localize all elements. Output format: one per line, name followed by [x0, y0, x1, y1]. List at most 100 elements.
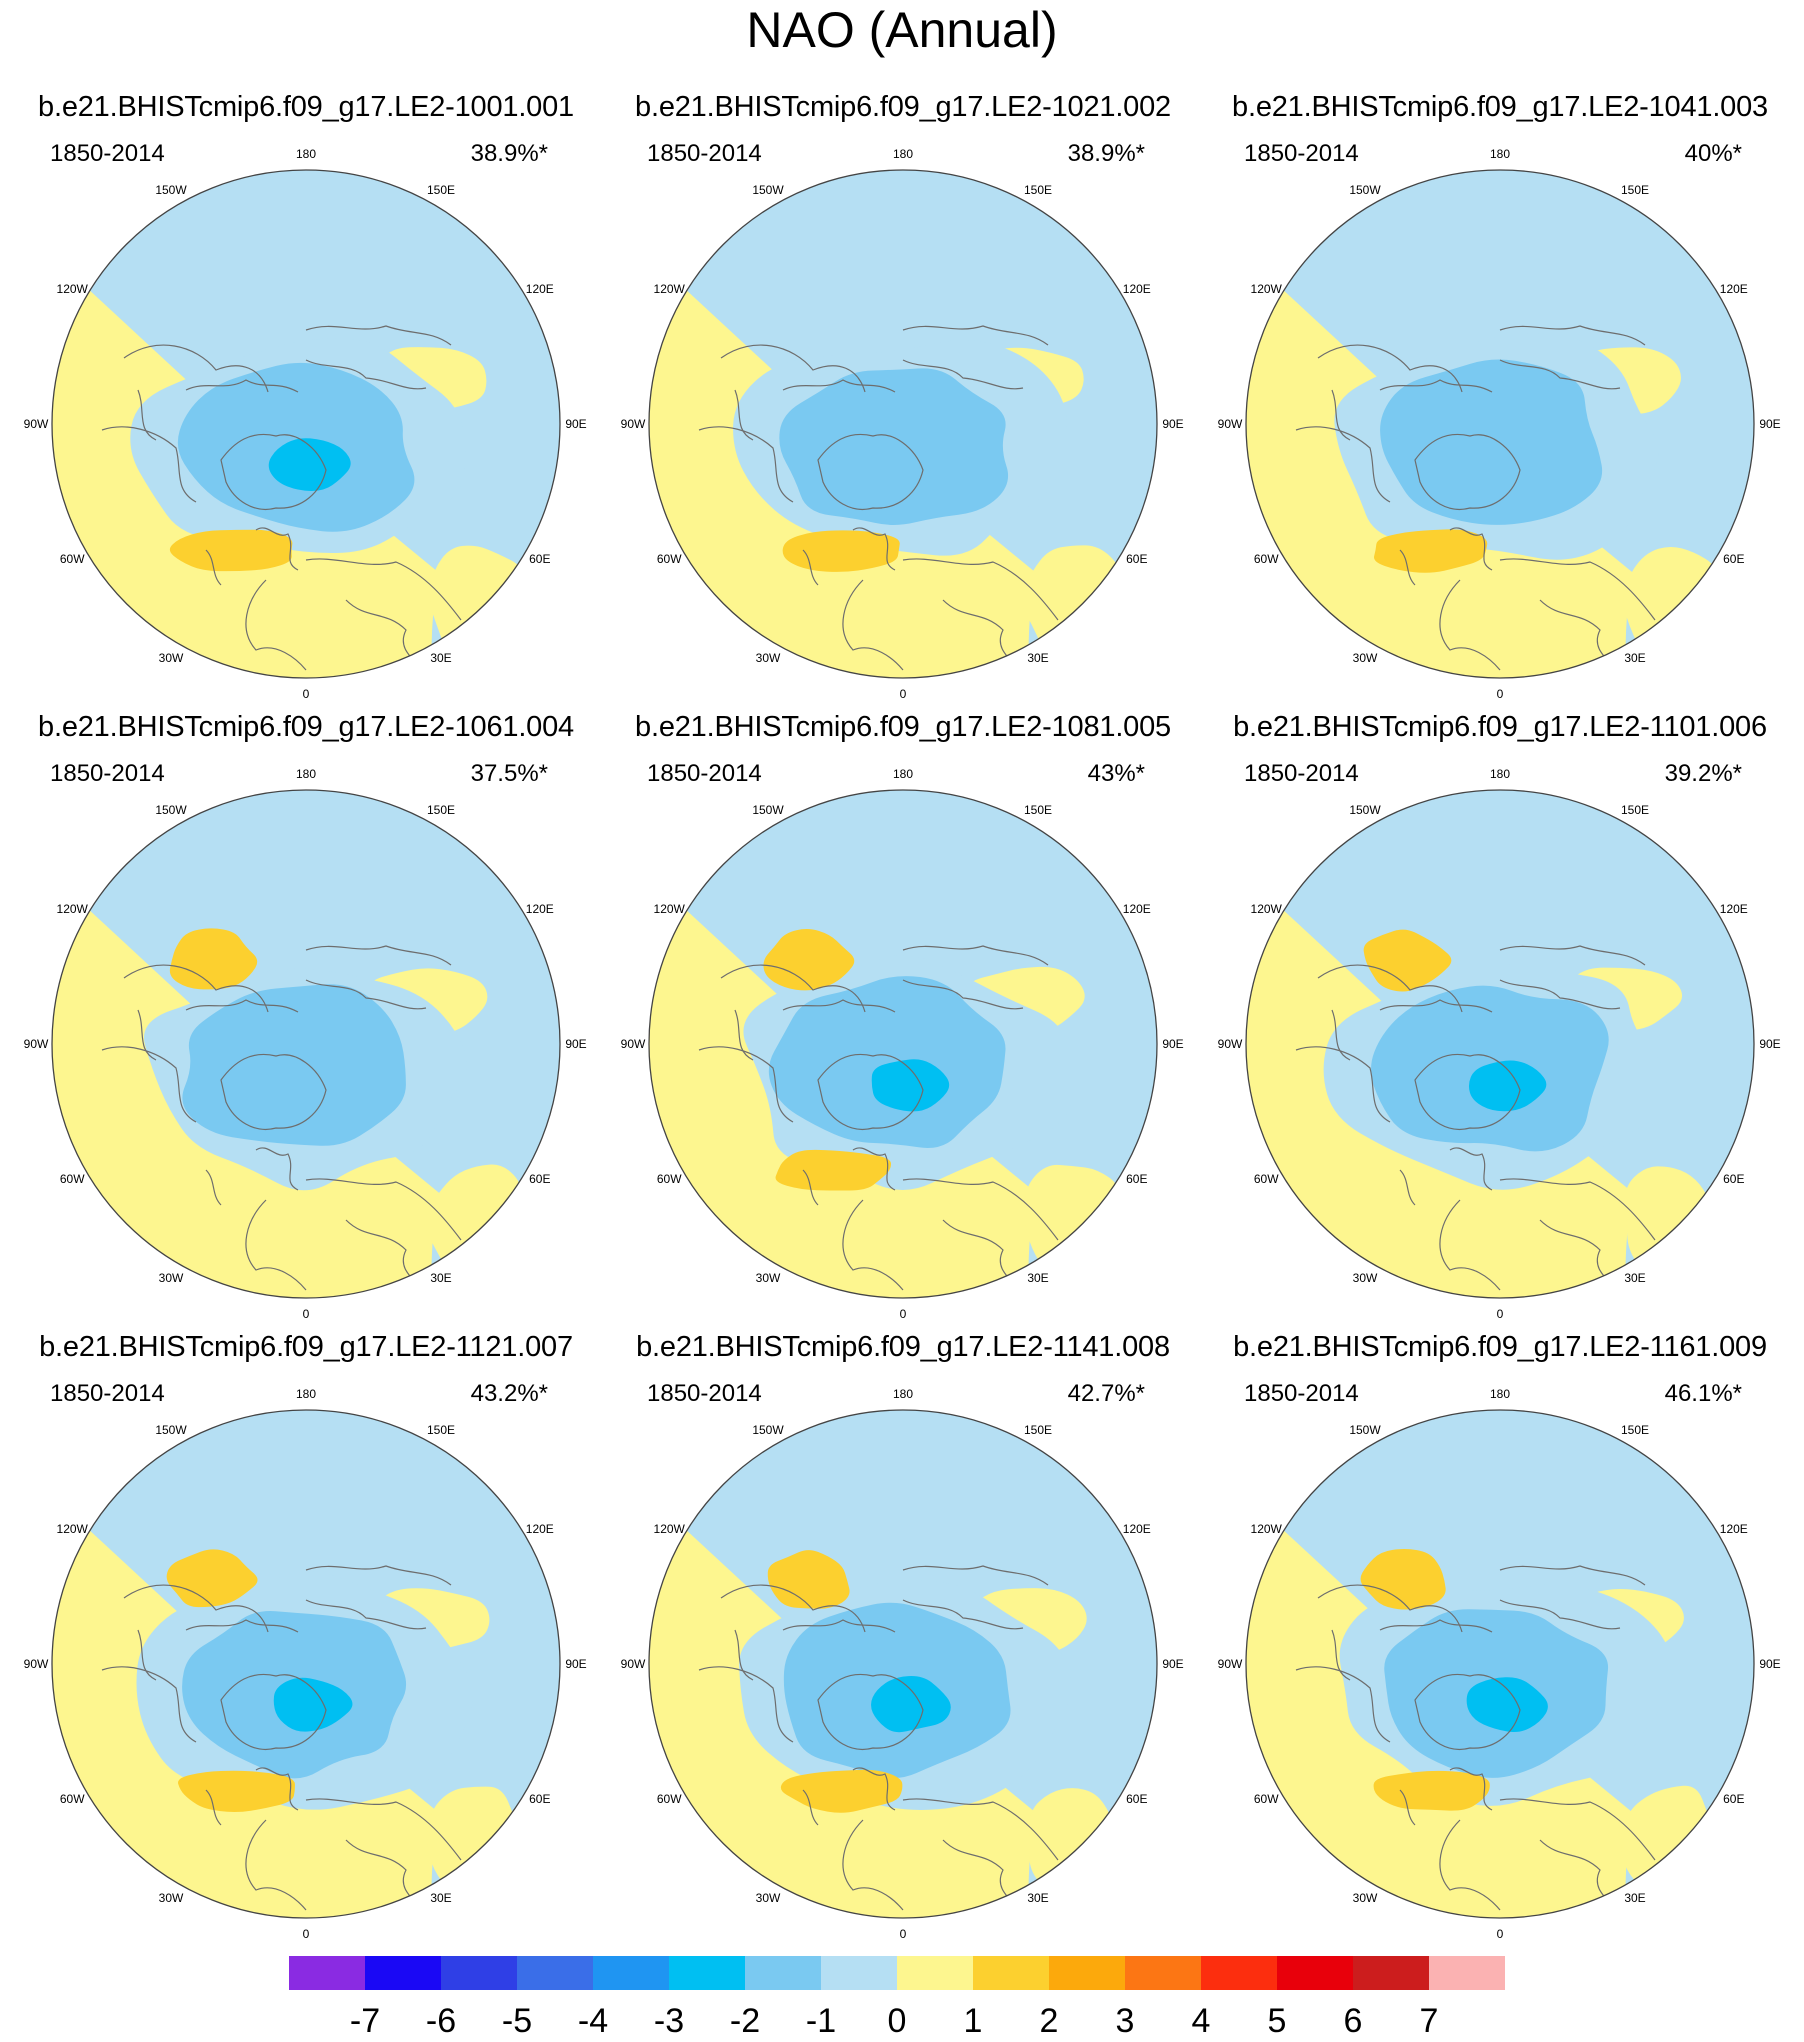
coastline	[802, 1169, 819, 1206]
longitude-label: 30W	[159, 1891, 184, 1905]
longitude-label: 90E	[1759, 1657, 1780, 1671]
longitude-label: 60W	[657, 1172, 682, 1186]
longitude-label: 30W	[1353, 651, 1378, 665]
coastline	[185, 999, 299, 1013]
longitude-label: 60E	[1723, 552, 1744, 566]
coastline	[1449, 527, 1493, 571]
colorbar-tick-label: -6	[426, 2002, 456, 2040]
coastline	[902, 1178, 1059, 1241]
coastline	[220, 433, 327, 510]
colorbar-box	[1125, 1956, 1201, 1990]
coastline	[137, 1009, 157, 1061]
longitude-label: 150W	[1349, 1423, 1381, 1437]
contour-negative-3	[871, 1059, 950, 1112]
contour-field	[649, 170, 1157, 678]
contour-field	[649, 1410, 1157, 1918]
longitude-label: 150E	[1024, 1423, 1052, 1437]
coastline	[734, 389, 754, 441]
longitude-label: 180	[296, 147, 316, 161]
longitude-label: 60W	[60, 552, 85, 566]
colorbar-tick-label: 6	[1344, 2002, 1363, 2040]
coastline	[305, 1798, 462, 1861]
polar-stereographic-map: 180 150E 120E 90E 60E 30E 0 30W 60W 90W 120W 150W	[621, 147, 1184, 701]
coastline	[185, 379, 299, 393]
longitude-label: 60E	[1126, 1172, 1147, 1186]
colorbar-box	[365, 1956, 441, 1990]
longitude-label: 30E	[1624, 1271, 1645, 1285]
longitude-label: 90W	[621, 1657, 646, 1671]
longitude-label: 60W	[1254, 552, 1279, 566]
coastline	[1499, 1178, 1656, 1241]
longitude-label: 90E	[1759, 417, 1780, 431]
map-panel: b.e21.BHISTcmip6.f09_g17.LE2-1161.009 185…	[1200, 1330, 1800, 1950]
coastline	[1295, 1666, 1391, 1743]
colorbar-box	[517, 1956, 593, 1990]
panel-case-title: b.e21.BHISTcmip6.f09_g17.LE2-1021.002	[635, 91, 1171, 123]
panel-variance-explained: 38.9%*	[470, 140, 548, 167]
longitude-label: 30E	[1027, 1891, 1048, 1905]
map-boundary	[1245, 169, 1755, 679]
contour-negative-3	[871, 1676, 951, 1733]
map-boundary	[648, 1409, 1158, 1919]
map-panel: b.e21.BHISTcmip6.f09_g17.LE2-1041.003 185…	[1200, 90, 1800, 710]
panel-case-title: b.e21.BHISTcmip6.f09_g17.LE2-1001.001	[38, 91, 574, 123]
contour-positive-2	[1360, 1548, 1446, 1610]
longitude-label: 0	[303, 1927, 310, 1941]
coastline	[720, 1584, 866, 1633]
contour-positive-2	[169, 928, 258, 990]
longitude-label: 90W	[1218, 1657, 1243, 1671]
coastline	[205, 1789, 222, 1826]
coastline	[1295, 1046, 1391, 1123]
contour-negative-3	[273, 1677, 353, 1732]
coastline	[101, 1666, 197, 1743]
colorbar-box	[1429, 1956, 1505, 1990]
longitude-label: 120E	[1123, 1522, 1151, 1536]
longitude-label: 90E	[1162, 1657, 1183, 1671]
longitude-label: 30W	[756, 1271, 781, 1285]
contour-field	[1246, 790, 1754, 1298]
contour-negative-2	[1380, 359, 1603, 525]
longitude-label: 60W	[1254, 1792, 1279, 1806]
map-panel: b.e21.BHISTcmip6.f09_g17.LE2-1141.008 185…	[603, 1330, 1203, 1950]
longitude-label: 30W	[756, 651, 781, 665]
longitude-label: 180	[1490, 147, 1510, 161]
longitude-label: 30W	[159, 1271, 184, 1285]
contour-negative-2	[768, 976, 1006, 1149]
coastline	[1449, 1767, 1493, 1811]
polar-stereographic-map: 180 150E 120E 90E 60E 30E 0 30W 60W 90W 120W 150W	[1218, 147, 1781, 701]
contour-field	[52, 1410, 560, 1918]
coastline	[1379, 379, 1493, 393]
longitude-label: 0	[1497, 687, 1504, 701]
coastline	[782, 999, 896, 1013]
coastline	[1414, 433, 1521, 510]
panel-variance-explained: 37.5%*	[470, 760, 548, 787]
coastline	[782, 379, 896, 393]
longitude-label: 120E	[526, 282, 554, 296]
panel-case-title: b.e21.BHISTcmip6.f09_g17.LE2-1161.009	[1233, 1331, 1767, 1363]
panel-case-title: b.e21.BHISTcmip6.f09_g17.LE2-1081.005	[635, 711, 1171, 743]
colorbar-tick-label: 1	[964, 2002, 983, 2040]
coastline	[842, 579, 904, 671]
contour-field	[649, 790, 1157, 1298]
longitude-label: 120E	[1123, 902, 1151, 916]
longitude-label: 90W	[621, 417, 646, 431]
longitude-label: 90W	[621, 1037, 646, 1051]
coastline	[245, 1819, 307, 1911]
panel-period: 1850-2014	[647, 140, 762, 167]
coastline	[1499, 1798, 1656, 1861]
coastline	[698, 1046, 794, 1123]
coastline	[305, 558, 462, 621]
coastline	[1399, 1169, 1416, 1206]
coastline	[1399, 1789, 1416, 1826]
longitude-label: 180	[893, 147, 913, 161]
longitude-label: 0	[303, 687, 310, 701]
colorbar-box	[1049, 1956, 1125, 1990]
contour-negative-3	[1466, 1677, 1548, 1733]
colorbar-tick-label: -4	[578, 2002, 608, 2040]
longitude-label: 180	[893, 767, 913, 781]
contour-negative-3	[1468, 1060, 1547, 1112]
panel-variance-explained: 46.1%*	[1664, 1380, 1742, 1407]
coastline	[902, 558, 1059, 621]
colorbar-box	[289, 1956, 365, 1990]
panel-variance-explained: 38.9%*	[1067, 140, 1145, 167]
